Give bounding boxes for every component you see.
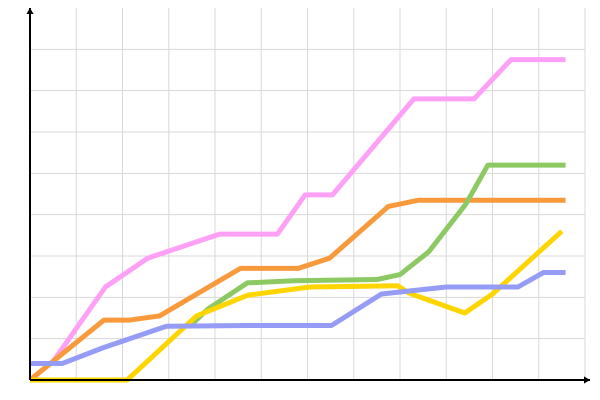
x-axis-arrowhead [584, 376, 590, 384]
series-line-purple [30, 270, 566, 366]
axes [26, 8, 590, 384]
series-line-pink [30, 57, 566, 366]
series-line-orange [28, 197, 566, 382]
gridlines [30, 8, 586, 380]
y-axis-arrowhead [26, 8, 34, 14]
series-line-green [187, 162, 566, 329]
